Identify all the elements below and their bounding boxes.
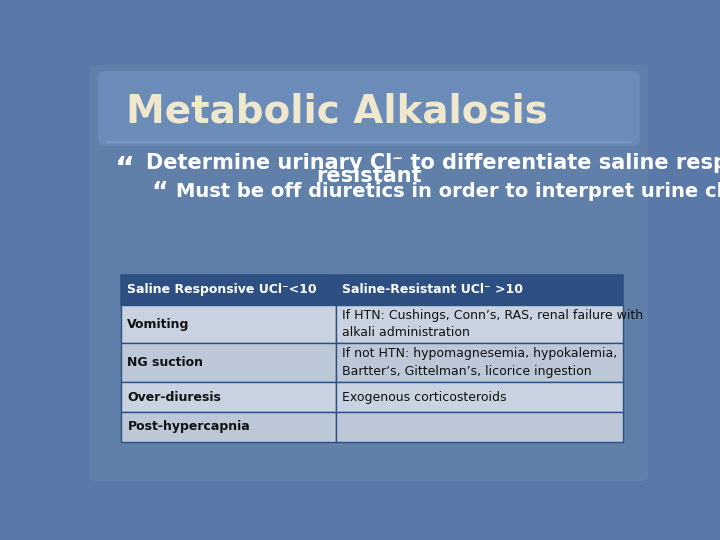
Text: NG suction: NG suction xyxy=(127,356,203,369)
FancyBboxPatch shape xyxy=(87,63,651,483)
Bar xyxy=(121,412,336,442)
Bar xyxy=(336,305,623,343)
FancyBboxPatch shape xyxy=(99,71,639,146)
Text: Determine urinary Cl⁻ to differentiate saline responsive vs saline: Determine urinary Cl⁻ to differentiate s… xyxy=(145,153,720,173)
Bar xyxy=(121,343,336,382)
Text: Vomiting: Vomiting xyxy=(127,318,190,330)
Text: Post-hypercapnia: Post-hypercapnia xyxy=(127,421,250,434)
Text: Must be off diuretics in order to interpret urine chloride: Must be off diuretics in order to interp… xyxy=(176,182,720,201)
Text: If HTN: Cushings, Conn’s, RAS, renal failure with
alkali administration: If HTN: Cushings, Conn’s, RAS, renal fai… xyxy=(342,309,644,339)
Text: resistant: resistant xyxy=(316,166,422,186)
Bar xyxy=(336,275,623,305)
Text: “: “ xyxy=(115,155,135,184)
Bar xyxy=(336,343,623,382)
Bar xyxy=(121,275,336,305)
Bar xyxy=(336,382,623,412)
Bar xyxy=(121,305,336,343)
Text: Saline-Resistant UCl⁻ >10: Saline-Resistant UCl⁻ >10 xyxy=(342,284,523,296)
Bar xyxy=(336,412,623,442)
Text: If not HTN: hypomagnesemia, hypokalemia,
Bartter’s, Gittelman’s, licorice ingest: If not HTN: hypomagnesemia, hypokalemia,… xyxy=(342,347,618,378)
Text: Saline Responsive UCl⁻<10: Saline Responsive UCl⁻<10 xyxy=(127,284,317,296)
Text: “: “ xyxy=(151,180,168,204)
Text: Exogenous corticosteroids: Exogenous corticosteroids xyxy=(342,390,507,403)
Text: Over-diuresis: Over-diuresis xyxy=(127,390,221,403)
Bar xyxy=(121,382,336,412)
Text: Metabolic Alkalosis: Metabolic Alkalosis xyxy=(126,92,548,130)
